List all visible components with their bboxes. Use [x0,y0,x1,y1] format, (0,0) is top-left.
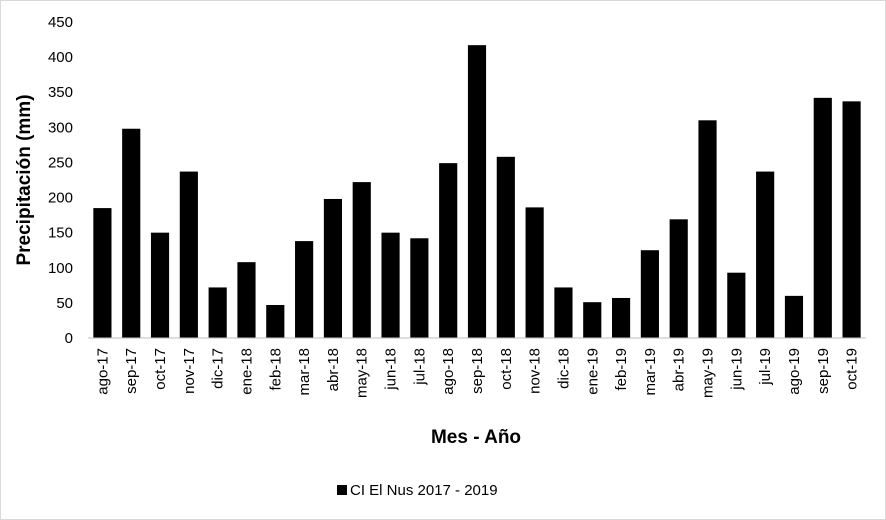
x-tick-label: feb-19 [613,348,630,391]
bar [323,198,343,338]
x-tick-label: dic-18 [555,348,572,389]
x-axis-ticks: ago-17 sep-17 oct-17 nov-17 dic-17 ene-18 feb-… [94,348,860,398]
bar [150,232,170,338]
bar [756,171,775,338]
bar [727,272,746,338]
x-tick-label: may-19 [700,348,717,398]
x-tick-label: sep-19 [815,348,832,394]
x-tick-label: sep-17 [123,348,140,394]
bar [179,171,198,338]
y-tick-label: 350 [48,84,73,101]
x-tick-label: oct-19 [844,348,861,390]
bar [525,207,544,338]
y-axis-ticks: 0 50 100 150 200 250 300 350 400 450 [48,14,73,347]
x-tick-label: ene-18 [238,348,255,395]
bar [813,97,832,338]
bar [266,304,285,338]
bar [295,241,314,338]
legend-label: CI El Nus 2017 - 2019 [350,482,498,499]
bar [122,128,141,338]
x-tick-label: oct-18 [498,348,515,390]
y-tick-label: 100 [48,260,73,277]
bar [410,238,429,338]
bar [208,287,227,338]
x-tick-label: sep-18 [469,348,486,394]
bar [698,120,717,338]
bar [611,297,631,338]
x-tick-label: nov-18 [527,348,544,394]
x-tick-label: oct-17 [152,348,169,390]
x-tick-label: mar-18 [296,348,313,396]
y-tick-label: 450 [48,14,73,31]
bar [237,262,256,338]
y-tick-label: 250 [48,154,73,171]
x-tick-label: ago-18 [440,348,457,395]
x-tick-label: ene-19 [584,348,601,395]
legend-swatch [337,485,347,495]
y-tick-label: 200 [48,190,73,207]
bar [583,302,602,338]
bar [669,219,688,338]
y-tick-label: 50 [56,295,73,312]
bar [784,295,804,338]
bar [381,232,400,338]
x-tick-label: jul-19 [757,348,774,386]
x-tick-label: jun-18 [383,348,400,391]
x-tick-label: may-18 [354,348,371,398]
bar [467,45,487,338]
y-tick-label: 150 [48,225,73,242]
legend: CI El Nus 2017 - 2019 [337,482,498,499]
x-axis-title: Mes - Año [431,427,521,448]
x-tick-label: abr-19 [671,348,688,391]
bar [554,287,573,338]
x-tick-label: dic-17 [210,348,227,389]
x-tick-label: jul-18 [411,348,428,386]
bar [439,163,458,338]
y-tick-label: 400 [48,49,73,66]
x-tick-label: jun-19 [728,348,745,391]
bars-group [93,45,861,339]
bar [842,101,861,339]
x-tick-label: abr-18 [325,348,342,391]
y-tick-label: 300 [48,119,73,136]
bar [496,156,515,338]
x-tick-label: mar-19 [642,348,659,396]
x-tick-label: nov-17 [181,348,198,394]
x-tick-label: feb-18 [267,348,284,391]
x-tick-label: ago-17 [94,348,111,395]
y-tick-label: 0 [65,330,73,347]
y-axis-title: Precipitación (mm) [14,94,35,265]
bar [93,208,112,338]
x-tick-label: ago-19 [786,348,803,395]
bar [640,250,659,338]
bar [352,182,371,338]
